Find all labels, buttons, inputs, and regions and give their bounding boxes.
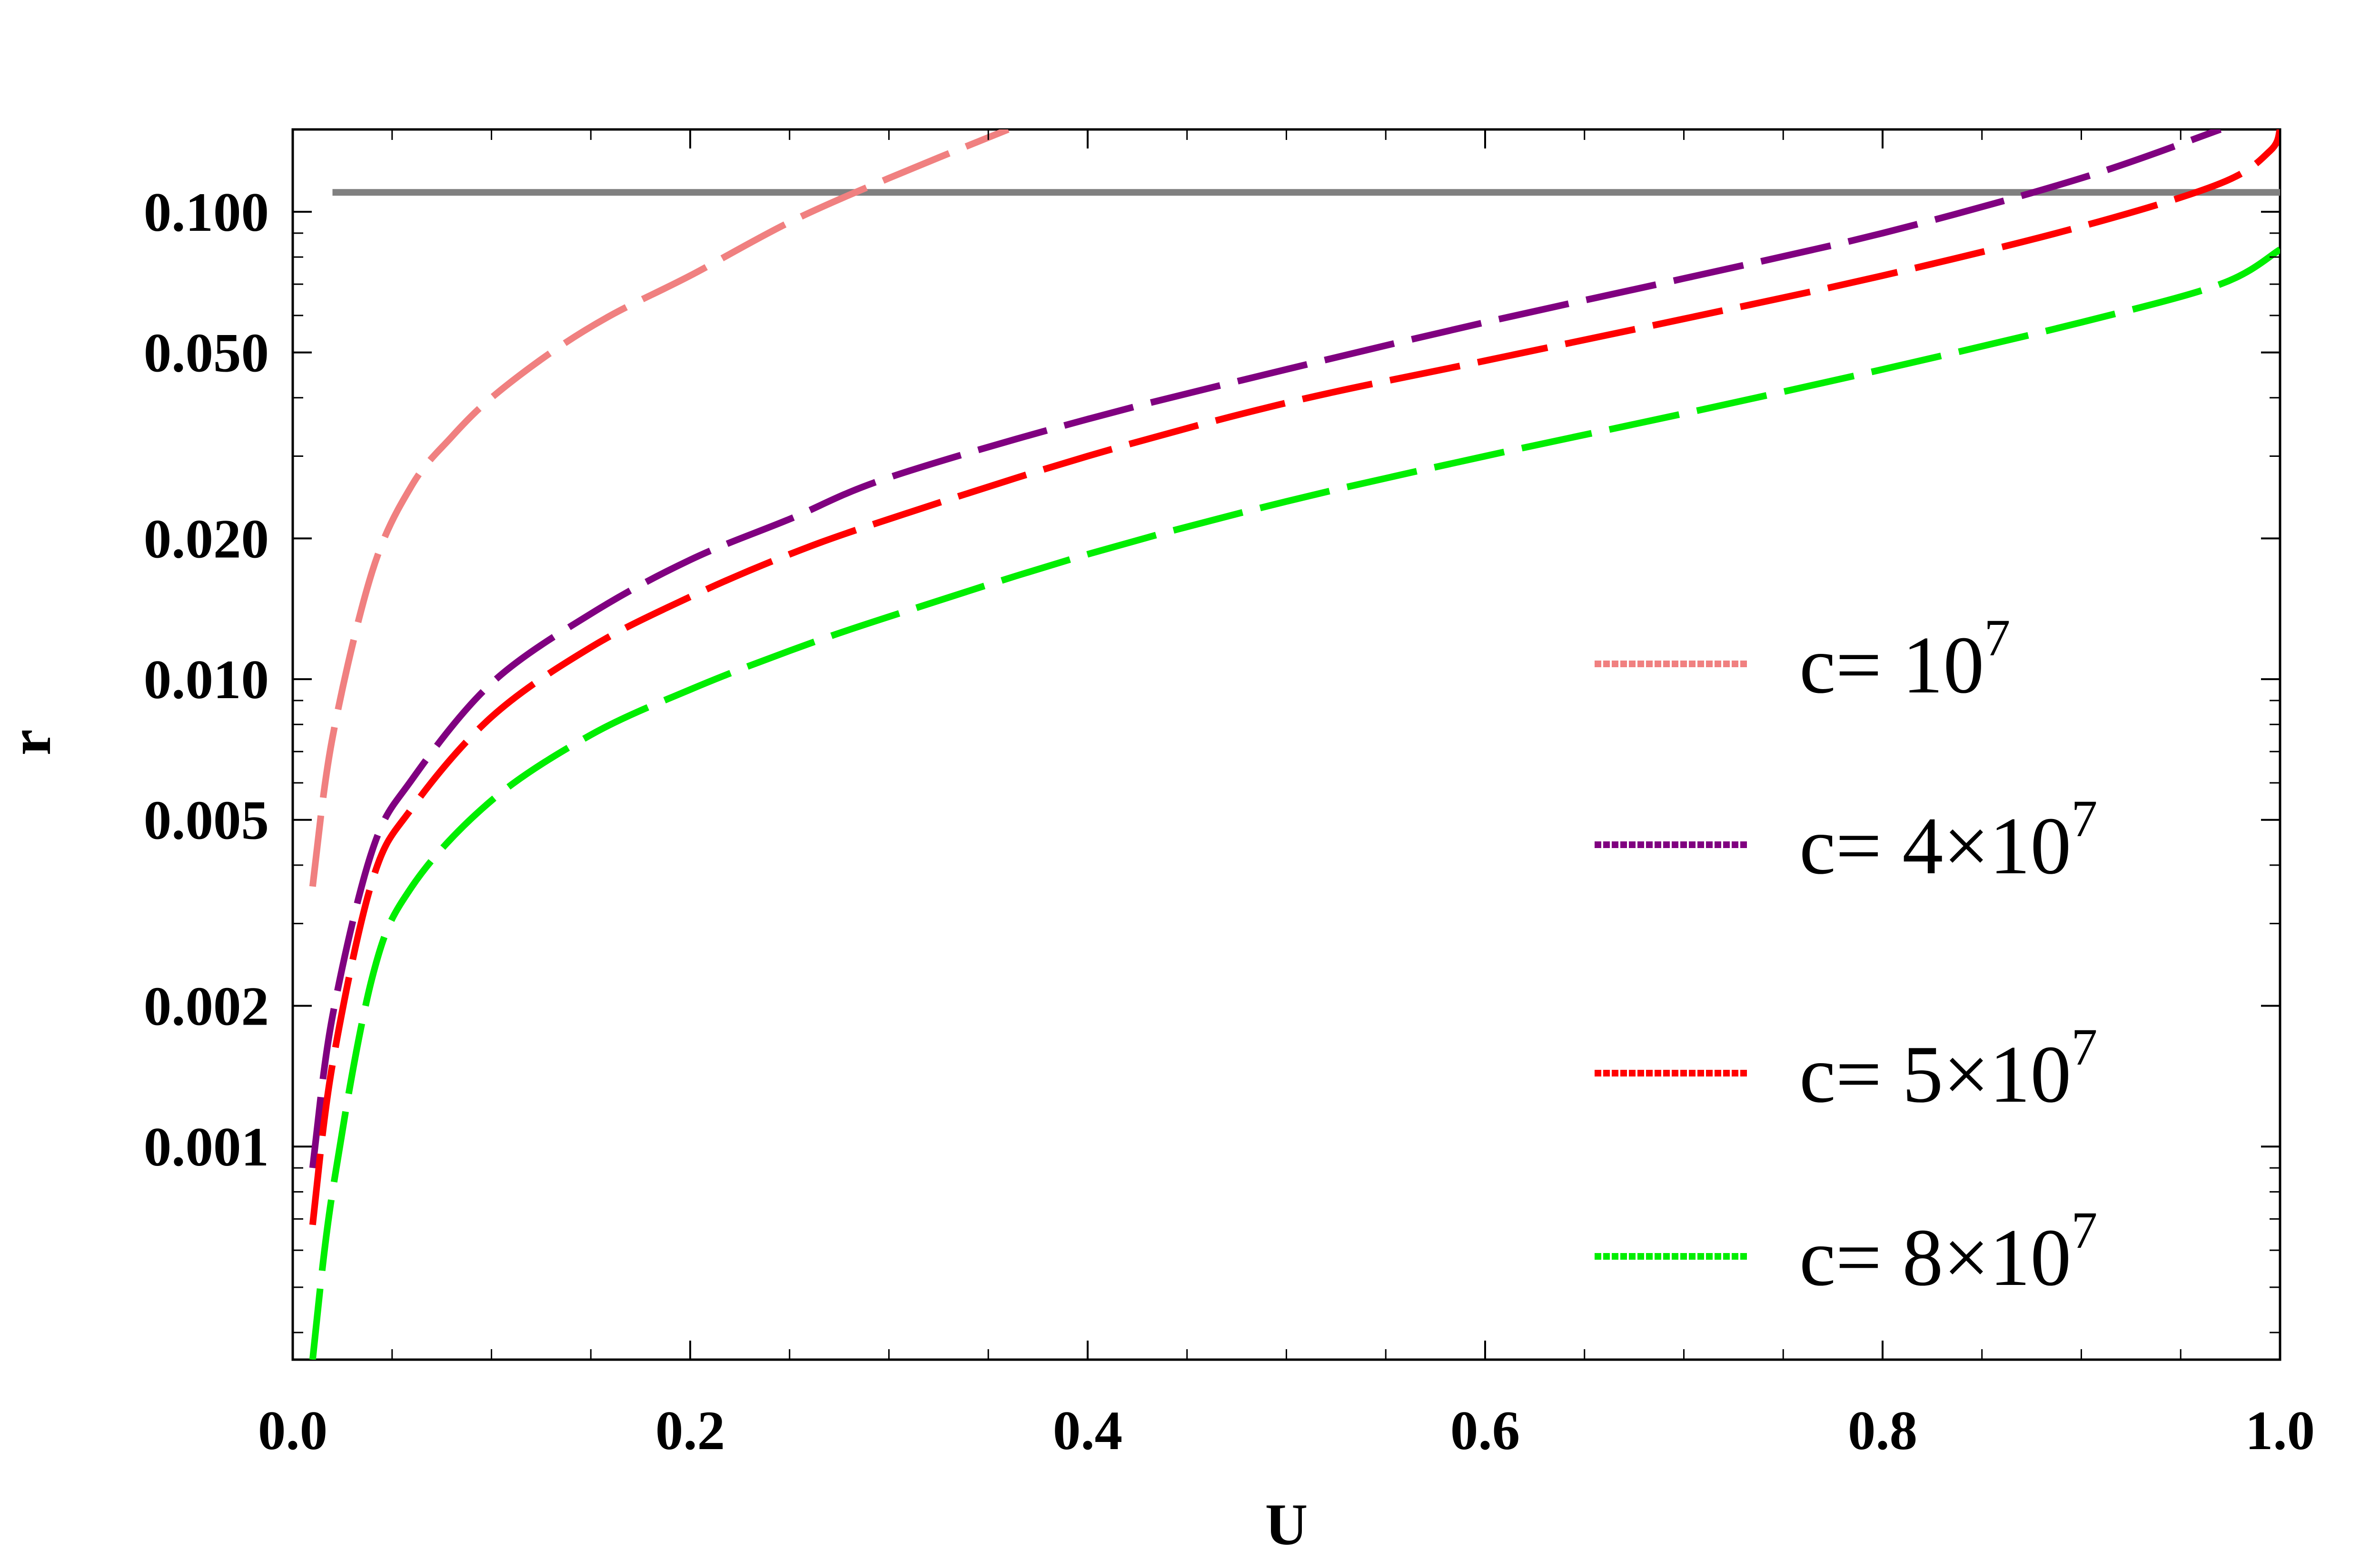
y-tick-label: 0.050 bbox=[144, 323, 269, 384]
legend-label-base: c= 5×10 bbox=[1799, 1029, 2071, 1120]
legend-label-exponent: 7 bbox=[2071, 1201, 2097, 1259]
x-tick-label: 0.0 bbox=[258, 1400, 327, 1461]
legend-label-base: c= 8×10 bbox=[1799, 1213, 2071, 1303]
y-tick-label: 0.002 bbox=[144, 976, 269, 1037]
legend-label-base: c= 10 bbox=[1799, 620, 1984, 711]
x-tick-label: 0.8 bbox=[1848, 1400, 1917, 1461]
series-line-4 bbox=[309, 247, 2280, 1360]
y-tick-label: 0.001 bbox=[144, 1116, 269, 1178]
legend-label-exponent: 7 bbox=[2071, 790, 2097, 848]
legend-label-exponent: 7 bbox=[2071, 1018, 2097, 1076]
x-tick-label: 1.0 bbox=[2245, 1400, 2315, 1461]
legend-label-4: c= 8×107 bbox=[1799, 1201, 2097, 1303]
plot-frame bbox=[291, 128, 2281, 1361]
series-line-2 bbox=[309, 129, 2222, 1169]
legend-label-1: c= 107 bbox=[1799, 609, 2010, 711]
legend-label-2: c= 4×107 bbox=[1799, 790, 2097, 891]
y-tick-label: 0.100 bbox=[144, 182, 269, 243]
series-line-1 bbox=[309, 129, 1010, 887]
x-tick-label: 0.6 bbox=[1450, 1400, 1520, 1461]
x-tick-label: 0.4 bbox=[1053, 1400, 1122, 1461]
y-tick-label: 0.005 bbox=[144, 790, 269, 851]
y-axis-ticks: 0.001 0.002 0.005 0.010 0.020 0.050 0.100 bbox=[144, 182, 2280, 1333]
legend-label-base: c= 4×10 bbox=[1799, 801, 2071, 891]
legend-label-exponent: 7 bbox=[1984, 609, 2010, 667]
series-line-3 bbox=[309, 129, 2280, 1225]
x-axis-label: U bbox=[1265, 1492, 1308, 1550]
x-axis-ticks: 0.0 0.2 0.4 0.6 0.8 1.0 bbox=[258, 129, 2315, 1461]
series-layer bbox=[309, 129, 2280, 1360]
y-tick-label: 0.020 bbox=[144, 508, 269, 570]
y-axis-label: r bbox=[0, 729, 63, 755]
legend-label-3: c= 5×107 bbox=[1799, 1018, 2097, 1120]
x-tick-label: 0.2 bbox=[655, 1400, 725, 1461]
y-tick-label: 0.010 bbox=[144, 649, 269, 711]
